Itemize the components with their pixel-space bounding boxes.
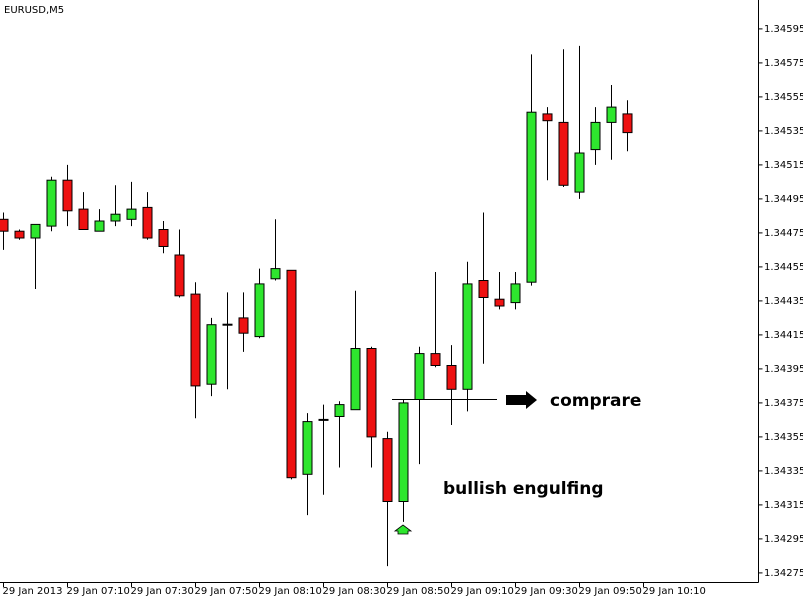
- chart-title: EURUSD,M5: [4, 5, 64, 16]
- buy-signal-icon: [393, 524, 413, 535]
- y-tick-label: 1.34415: [764, 330, 803, 341]
- candle-body: [462, 283, 473, 390]
- y-tick-label: 1.34595: [764, 24, 803, 35]
- candle-body: [46, 179, 57, 227]
- x-tick-label: 29 Jan 08:10: [259, 586, 322, 597]
- annotation: bullish engulfing: [443, 479, 604, 499]
- candle-body: [270, 268, 281, 280]
- candle-body: [350, 348, 361, 411]
- x-tick-label: 29 Jan 09:30: [515, 586, 578, 597]
- candle-body: [254, 283, 265, 338]
- signal-arrow: [506, 391, 537, 409]
- y-tick-label: 1.34555: [764, 92, 803, 103]
- candle-body: [238, 317, 249, 334]
- candle-body: [126, 208, 137, 220]
- candle-body: [174, 254, 185, 297]
- candle-body: [430, 353, 441, 367]
- y-tick-label: 1.34515: [764, 160, 803, 171]
- x-tick-label: 29 Jan 09:10: [451, 586, 514, 597]
- y-tick-label: 1.34375: [764, 398, 803, 409]
- candle-body: [366, 348, 377, 438]
- y-tick-label: 1.34295: [764, 534, 803, 545]
- y-tick-label: 1.34575: [764, 58, 803, 69]
- y-tick-label: 1.34475: [764, 228, 803, 239]
- candle-body: [286, 269, 297, 479]
- candle-body: [622, 113, 633, 134]
- candle-body: [542, 113, 553, 122]
- candle-body: [94, 220, 105, 232]
- candle-body: [110, 213, 121, 222]
- x-tick-label: 29 Jan 07:10: [67, 586, 130, 597]
- candle-body: [606, 106, 617, 123]
- candle-body: [494, 298, 505, 307]
- candle-body: [414, 353, 425, 401]
- candle-body: [206, 324, 217, 385]
- x-tick-label: 29 Jan 07:30: [131, 586, 194, 597]
- y-tick-label: 1.34435: [764, 296, 803, 307]
- y-tick-label: 1.34395: [764, 364, 803, 375]
- candle-body: [510, 283, 521, 304]
- candle-body: [446, 365, 457, 390]
- candle-body: [574, 152, 585, 193]
- candle-body: [0, 218, 9, 232]
- y-tick-label: 1.34335: [764, 466, 803, 477]
- y-tick-label: 1.34535: [764, 126, 803, 137]
- y-tick-label: 1.34495: [764, 194, 803, 205]
- y-tick-label: 1.34455: [764, 262, 803, 273]
- candle-body: [14, 230, 25, 239]
- x-tick-label: 29 Jan 08:50: [387, 586, 450, 597]
- candle-body: [78, 208, 89, 231]
- x-tick-label: 29 Jan 10:10: [643, 586, 706, 597]
- x-tick-label: 29 Jan 2013: [3, 586, 63, 597]
- candle-body: [302, 421, 313, 475]
- candle-body: [142, 206, 153, 239]
- y-tick-label: 1.34355: [764, 432, 803, 443]
- candle-body: [558, 121, 569, 186]
- candle-body: [62, 179, 73, 212]
- candle-body: [526, 111, 537, 283]
- candle-body: [398, 402, 409, 502]
- candle-body: [590, 121, 601, 151]
- candle-body: [30, 223, 41, 239]
- y-tick-label: 1.34315: [764, 500, 803, 511]
- candle-body: [334, 404, 345, 418]
- x-tick-label: 29 Jan 07:50: [195, 586, 258, 597]
- x-tick-label: 29 Jan 08:30: [323, 586, 386, 597]
- candle-body: [190, 293, 201, 387]
- candle-body: [158, 229, 169, 247]
- x-tick-label: 29 Jan 09:50: [579, 586, 642, 597]
- candle-body: [478, 280, 489, 298]
- annotation: comprare: [550, 391, 641, 411]
- y-tick-label: 1.34275: [764, 568, 803, 579]
- candle-body: [382, 438, 393, 503]
